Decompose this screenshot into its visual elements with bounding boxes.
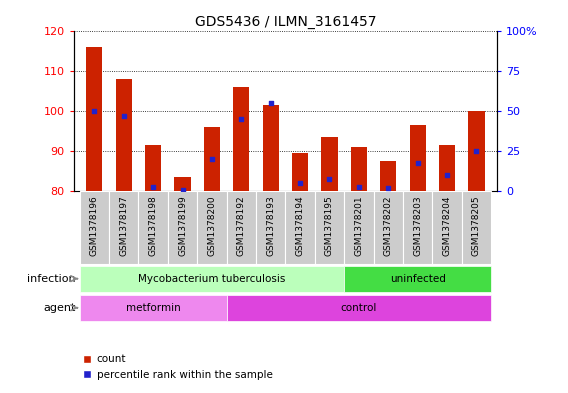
Legend: count, percentile rank within the sample: count, percentile rank within the sample xyxy=(79,350,277,384)
FancyBboxPatch shape xyxy=(80,191,109,264)
FancyBboxPatch shape xyxy=(109,191,139,264)
FancyBboxPatch shape xyxy=(403,191,432,264)
Bar xyxy=(262,105,279,191)
Point xyxy=(295,180,304,187)
Bar xyxy=(174,177,191,191)
Text: agent: agent xyxy=(43,303,76,313)
Point xyxy=(119,113,128,119)
Point xyxy=(207,156,216,163)
Bar xyxy=(292,153,308,191)
FancyBboxPatch shape xyxy=(197,191,227,264)
FancyBboxPatch shape xyxy=(344,266,491,292)
Point xyxy=(325,175,334,182)
Point xyxy=(266,100,275,107)
FancyBboxPatch shape xyxy=(80,295,227,321)
Text: GSM1378204: GSM1378204 xyxy=(442,195,452,255)
Point xyxy=(178,187,187,193)
Text: GSM1378202: GSM1378202 xyxy=(384,195,392,255)
Text: metformin: metformin xyxy=(126,303,181,313)
Title: GDS5436 / ILMN_3161457: GDS5436 / ILMN_3161457 xyxy=(195,15,376,29)
Text: GSM1378198: GSM1378198 xyxy=(149,195,158,256)
FancyBboxPatch shape xyxy=(286,191,315,264)
Bar xyxy=(86,48,102,191)
Text: GSM1378195: GSM1378195 xyxy=(325,195,334,256)
Point xyxy=(354,184,364,190)
Text: GSM1378201: GSM1378201 xyxy=(354,195,364,256)
Point xyxy=(413,160,422,166)
Text: GSM1378192: GSM1378192 xyxy=(237,195,246,256)
Text: Mycobacterium tuberculosis: Mycobacterium tuberculosis xyxy=(138,274,286,284)
Text: uninfected: uninfected xyxy=(390,274,445,284)
Bar xyxy=(351,147,367,191)
Text: GSM1378193: GSM1378193 xyxy=(266,195,275,256)
Point xyxy=(384,185,393,191)
Text: GSM1378194: GSM1378194 xyxy=(295,195,304,256)
FancyBboxPatch shape xyxy=(344,191,374,264)
Point xyxy=(237,116,246,123)
Bar xyxy=(116,79,132,191)
FancyBboxPatch shape xyxy=(168,191,197,264)
FancyBboxPatch shape xyxy=(462,191,491,264)
Point xyxy=(149,184,158,190)
Text: infection: infection xyxy=(27,274,76,284)
Bar xyxy=(204,127,220,191)
FancyBboxPatch shape xyxy=(256,191,286,264)
Point xyxy=(90,108,99,114)
FancyBboxPatch shape xyxy=(227,295,491,321)
Bar xyxy=(233,87,249,191)
Text: GSM1378205: GSM1378205 xyxy=(472,195,481,256)
Bar xyxy=(410,125,426,191)
Bar xyxy=(321,138,337,191)
Bar xyxy=(380,162,396,191)
FancyBboxPatch shape xyxy=(432,191,462,264)
FancyBboxPatch shape xyxy=(374,191,403,264)
FancyBboxPatch shape xyxy=(139,191,168,264)
FancyBboxPatch shape xyxy=(315,191,344,264)
Bar xyxy=(469,111,485,191)
FancyBboxPatch shape xyxy=(80,266,344,292)
FancyBboxPatch shape xyxy=(227,191,256,264)
Text: GSM1378200: GSM1378200 xyxy=(207,195,216,256)
Text: GSM1378199: GSM1378199 xyxy=(178,195,187,256)
Text: GSM1378197: GSM1378197 xyxy=(119,195,128,256)
Point xyxy=(442,172,452,178)
Text: GSM1378196: GSM1378196 xyxy=(90,195,99,256)
Bar xyxy=(439,145,455,191)
Text: control: control xyxy=(341,303,377,313)
Point xyxy=(472,148,481,154)
Text: GSM1378203: GSM1378203 xyxy=(413,195,422,256)
Bar xyxy=(145,145,161,191)
